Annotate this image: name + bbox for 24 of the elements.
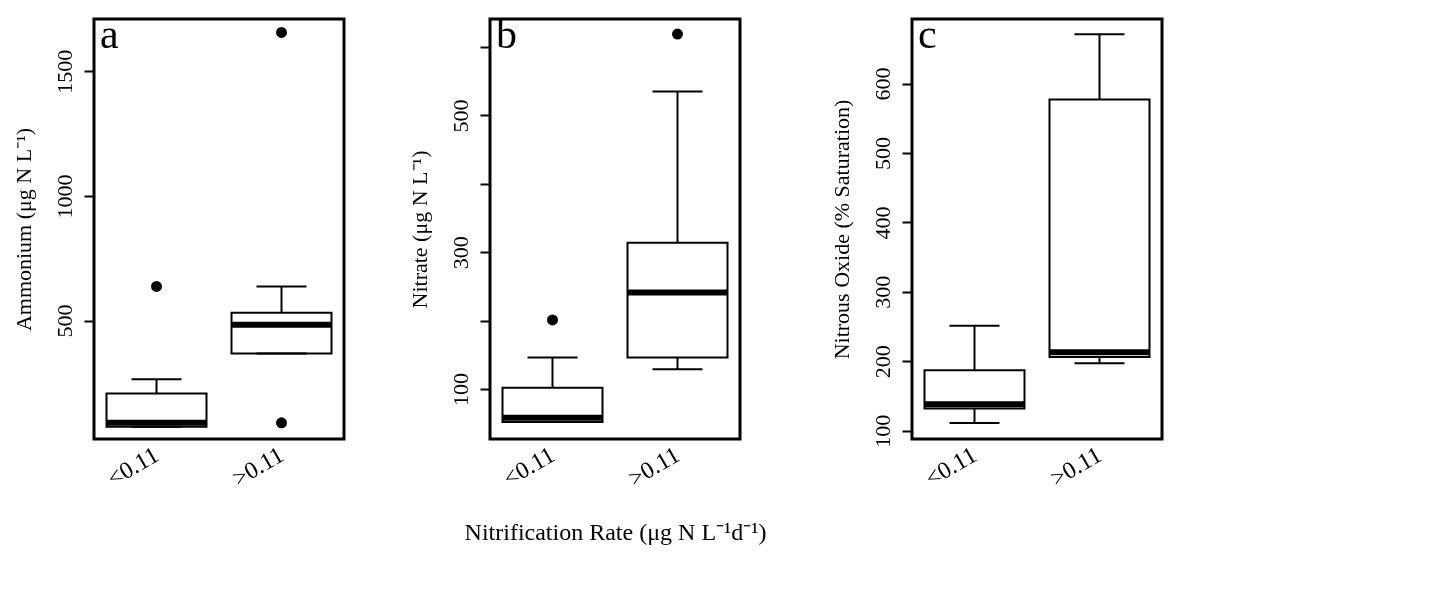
- y-tick-label: 200: [869, 345, 895, 379]
- chart-title: c: [918, 11, 937, 57]
- x-tick-label: <0.11: [920, 441, 981, 492]
- y-axis-title: Nitrate (μg N L⁻¹): [406, 150, 432, 309]
- x-tick-label: >0.11: [623, 441, 684, 492]
- x-tick-label: <0.11: [102, 441, 163, 492]
- y-tick-label: 600: [869, 67, 895, 101]
- y-tick-label: 1000: [51, 174, 77, 219]
- y-tick-label: 300: [447, 236, 473, 270]
- y-tick-label: 1500: [51, 49, 77, 94]
- x-tick-label: <0.11: [498, 441, 559, 492]
- x-tick-label: >0.11: [1045, 441, 1106, 492]
- y-tick-label: 400: [869, 206, 895, 240]
- y-tick-label: 300: [869, 275, 895, 309]
- y-axis-title: Nitrous Oxide (% Saturation): [828, 99, 854, 360]
- y-tick-label: 100: [447, 373, 473, 407]
- x-axis-title: Nitrification Rate (μg N L⁻¹d⁻¹): [464, 519, 767, 546]
- x-tick-label: >0.11: [227, 441, 288, 492]
- y-axis-title: Ammonium (μg N L⁻¹): [10, 127, 36, 332]
- y-tick-label: 100: [869, 414, 895, 448]
- chart-title: a: [100, 11, 119, 57]
- y-tick-label: 500: [447, 99, 473, 133]
- y-tick-label: 500: [51, 304, 77, 338]
- y-tick-label: 500: [869, 136, 895, 170]
